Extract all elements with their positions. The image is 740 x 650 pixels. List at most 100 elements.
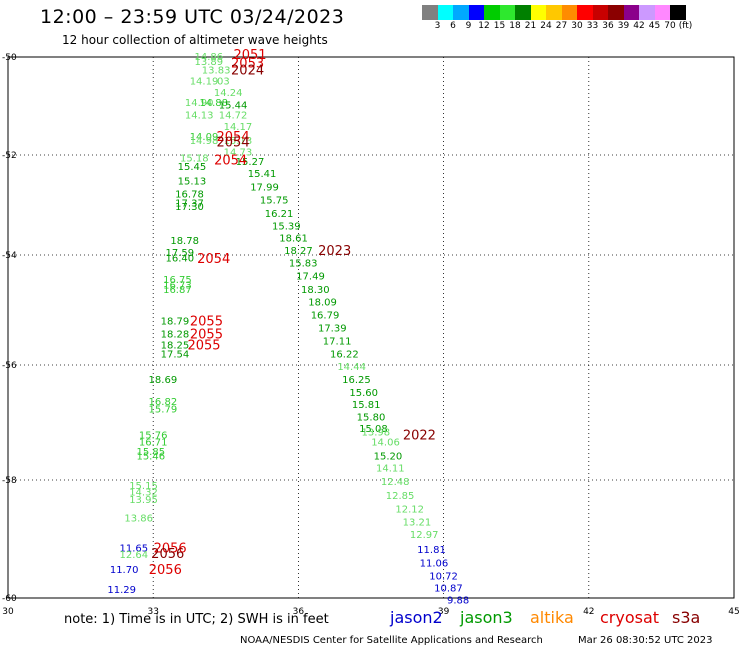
y-tick-label: -54 bbox=[2, 251, 17, 261]
legend-label: 33 bbox=[586, 21, 599, 31]
wave-height-value: 15.27 bbox=[236, 157, 265, 168]
wave-height-value: 12.64 bbox=[120, 550, 149, 561]
tick-labels: 30 33 36 39 42 45 -50 -52 -54 -56 -58 -60 bbox=[2, 53, 740, 617]
wave-height-value: 14.44 bbox=[337, 362, 366, 373]
wave-height-values: 14.8613.8913.8314.190314.2414.9014.8815.… bbox=[107, 52, 469, 606]
wave-height-value: 14.72 bbox=[219, 111, 248, 122]
pass-number-label: 2054 bbox=[214, 154, 247, 169]
wave-height-value: 16.25 bbox=[342, 375, 371, 386]
legend-label: 15 bbox=[493, 21, 506, 31]
map-title: 12:00 – 23:59 UTC 03/24/2023 bbox=[40, 6, 345, 28]
wave-height-value: 16.79 bbox=[311, 310, 340, 321]
legend-swatch bbox=[499, 5, 515, 20]
wave-height-value: 13.83 bbox=[202, 66, 231, 77]
legend-swatch bbox=[670, 5, 686, 20]
wave-height-value: 16.82 bbox=[149, 397, 178, 408]
wave-height-value: 17.11 bbox=[323, 336, 352, 347]
wave-height-value: 16.78 bbox=[175, 190, 204, 201]
pass-number-label: 2056 bbox=[154, 541, 187, 556]
wave-height-value: 15.41 bbox=[248, 169, 277, 180]
wave-height-value: 13.86 bbox=[124, 514, 153, 525]
wave-height-value: 18.28 bbox=[161, 330, 190, 341]
wave-height-value: 11.29 bbox=[107, 585, 136, 596]
legend-label: 30 bbox=[571, 21, 583, 31]
wave-height-value: 15.60 bbox=[349, 388, 378, 399]
legend-label: 21 bbox=[524, 21, 537, 31]
x-tick-label: 33 bbox=[147, 607, 158, 617]
wave-height-value: 12.97 bbox=[410, 530, 439, 541]
legend-swatch bbox=[530, 5, 546, 20]
wave-height-value: 16.87 bbox=[163, 285, 192, 296]
wave-height-value: 15.79 bbox=[149, 405, 178, 416]
wave-height-value: 14.19 bbox=[190, 76, 219, 87]
wave-height-value: 15.18 bbox=[180, 153, 209, 164]
wave-height-value: 10.87 bbox=[434, 584, 463, 595]
legend-label: 42 bbox=[633, 21, 645, 31]
wave-height-value: 13.21 bbox=[403, 518, 432, 529]
wave-height-value: 9.88 bbox=[447, 595, 469, 606]
x-tick-label: 30 bbox=[2, 607, 14, 617]
wave-height-value: 15.44 bbox=[219, 101, 248, 112]
wave-height-value: 13.89 bbox=[195, 57, 224, 68]
wave-height-value: 15.15 bbox=[129, 481, 158, 492]
wave-height-value: 15.45 bbox=[178, 162, 207, 173]
pass-number-label: 2022 bbox=[403, 429, 436, 444]
pass-number-label: 2055 bbox=[190, 328, 223, 343]
wave-height-value: 14.09 bbox=[190, 132, 219, 143]
footer-timestamp: Mar 26 08:30:52 UTC 2023 bbox=[578, 635, 713, 646]
wave-height-value: 15.83 bbox=[289, 258, 318, 269]
pass-number-label: 2023 bbox=[318, 244, 351, 259]
wave-height-value: 17.54 bbox=[161, 350, 190, 361]
wave-height-value: 14.86 bbox=[195, 52, 224, 63]
legend-swatch bbox=[437, 5, 453, 20]
wave-height-value: 14.98 bbox=[190, 136, 219, 147]
wave-height-value: 14.06 bbox=[371, 437, 400, 448]
wave-height-value: 17.99 bbox=[250, 183, 279, 194]
y-tick-label: -56 bbox=[2, 361, 17, 371]
legend-label: 36 bbox=[602, 21, 614, 31]
legend-label: 27 bbox=[555, 21, 568, 31]
wave-height-value: 14.73 bbox=[224, 148, 253, 159]
wave-height-value: 15.20 bbox=[374, 451, 403, 462]
wave-height-value: 12.85 bbox=[386, 491, 415, 502]
wave-height-value: 18.30 bbox=[301, 285, 330, 296]
wave-height-value: 16.71 bbox=[139, 437, 168, 448]
satellite-legend-jason3: jason3 bbox=[460, 608, 513, 627]
pass-number-label: 2053 bbox=[231, 56, 264, 71]
satellite-legend-jason2: jason2 bbox=[390, 608, 443, 627]
wave-height-value: 18.09 bbox=[308, 298, 337, 309]
wave-height-value: 16.73 bbox=[163, 281, 192, 292]
legend-label: 70 bbox=[664, 21, 676, 31]
wave-height-value: 15.81 bbox=[352, 400, 381, 411]
satellite-legend-s3a: s3a bbox=[672, 608, 701, 627]
wave-height-value: 17.49 bbox=[296, 272, 325, 283]
pass-number-label: 2056 bbox=[149, 563, 182, 578]
wave-height-value: 18.27 bbox=[284, 246, 313, 257]
wave-height-value: 10.72 bbox=[429, 571, 458, 582]
gridlines bbox=[8, 57, 734, 598]
wave-height-value: 18.69 bbox=[149, 375, 178, 386]
wave-height-value: 17.39 bbox=[318, 323, 347, 334]
pass-number-label: 2056 bbox=[151, 547, 184, 562]
legend-swatch bbox=[592, 5, 608, 20]
wave-height-value: 15.46 bbox=[136, 451, 165, 462]
wave-height-value: 15.13 bbox=[224, 136, 253, 147]
y-tick-label: -60 bbox=[2, 594, 17, 604]
plot-frame bbox=[7, 56, 735, 599]
pass-number-label: 2054 bbox=[197, 252, 230, 267]
wave-height-value: 17.30 bbox=[175, 202, 204, 213]
legend-swatch bbox=[453, 5, 469, 20]
legend-label: 45 bbox=[648, 21, 661, 31]
wave-height-value: 13.95 bbox=[129, 495, 158, 506]
wave-height-value: 11.65 bbox=[120, 543, 149, 554]
color-legend-labels: 3 6 9 12 15 18 21 24 27 30 33 36 39 42 45 70 (ft) bbox=[422, 21, 740, 33]
wave-height-value: 14.32 bbox=[129, 488, 158, 499]
wave-height-value: 14.13 bbox=[185, 111, 214, 122]
legend-label: 9 bbox=[465, 21, 472, 31]
pass-labels: 2051205320242054205420542023205420552055… bbox=[149, 48, 436, 578]
wave-height-value: 16.75 bbox=[163, 275, 192, 286]
wave-height-value: 15.75 bbox=[260, 195, 289, 206]
wave-height-value: 18.79 bbox=[161, 317, 190, 328]
wave-height-value: 14.11 bbox=[376, 464, 405, 475]
